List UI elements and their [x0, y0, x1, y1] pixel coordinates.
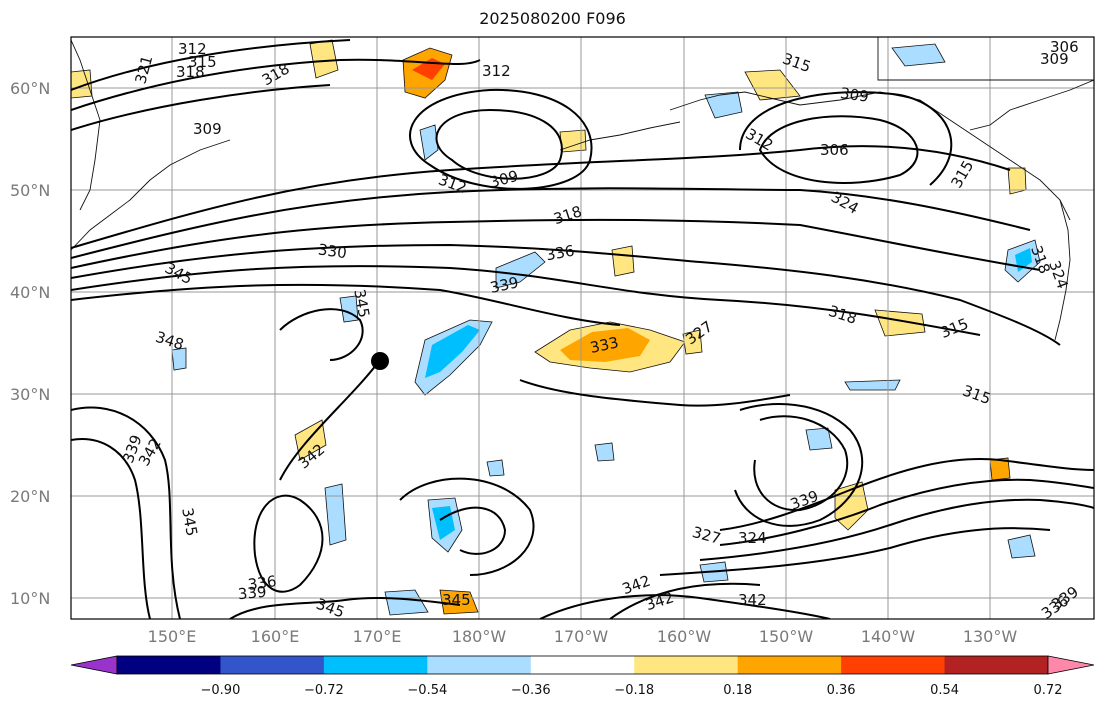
map-title: 2025080200 F096 [479, 9, 626, 28]
colorbar-tick-label: −0.90 [201, 683, 241, 698]
lon-label-160w: 160°W [657, 627, 712, 646]
contour-label: 339 [237, 583, 267, 603]
contour-label: 306 [1050, 38, 1079, 56]
colorbar-bin [841, 656, 946, 674]
lon-label-150e: 150°E [148, 627, 197, 646]
height-contours [71, 39, 1094, 619]
map-frame [70, 36, 1095, 620]
lat-label-60n: 60°N [10, 79, 50, 98]
shading-positive [71, 39, 1027, 615]
colorbar-tick-label: 0.72 [1034, 683, 1063, 698]
colorbar-bin [220, 656, 325, 674]
colorbar-tick-label: 0.36 [827, 683, 856, 698]
contour-label: 333 [588, 333, 620, 357]
contour-label: 315 [188, 53, 217, 71]
latitude-labels: 60°N 50°N 40°N 30°N 20°N 10°N [10, 79, 50, 608]
contour-label: 306 [820, 141, 849, 159]
colorbar: −0.90 −0.72 −0.54 −0.36 −0.18 0.18 0.36 0.54 0.7… [70, 655, 1095, 698]
colorbar-bin [323, 656, 428, 674]
contour-label: 345 [178, 506, 201, 537]
colorbar-bin [117, 656, 221, 674]
lon-label-170w: 170°W [554, 627, 609, 646]
lon-label-140w: 140°W [861, 627, 916, 646]
lat-label-50n: 50°N [10, 181, 50, 200]
colorbar-tick-label: 0.54 [930, 683, 959, 698]
contour-label: 339 [488, 273, 520, 297]
colorbar-tick-label: −0.72 [304, 683, 344, 698]
lon-label-130w: 130°W [963, 627, 1018, 646]
contour-label: 309 [839, 84, 870, 106]
lat-label-10n: 10°N [10, 589, 50, 608]
colorbar-extend-low [70, 655, 118, 675]
colorbar-tick-label: −0.18 [614, 683, 654, 698]
contour-label: 309 [1040, 50, 1069, 68]
colorbar-tick-label: −0.54 [407, 683, 447, 698]
contour-label: 345 [442, 591, 471, 609]
longitude-labels: 150°E 160°E 170°E 180°W 170°W 160°W 150°… [148, 627, 1018, 646]
colorbar-bin [530, 656, 635, 674]
contour-label: 324 [738, 529, 767, 547]
colorbar-tick-label: −0.36 [511, 683, 551, 698]
contour-label: 318 [176, 63, 205, 81]
contour-label: 342 [738, 591, 767, 609]
colorbar-bin [944, 656, 1049, 674]
contour-label: 345 [350, 288, 373, 319]
contour-label: 312 [178, 40, 207, 58]
contour-label: 336 [247, 572, 278, 594]
lon-label-180w: 180°W [452, 627, 507, 646]
colorbar-bin [427, 656, 532, 674]
colorbar-tick-label: 0.18 [723, 683, 752, 698]
shading-negative [171, 43, 1041, 616]
contour-label: 312 [482, 62, 511, 80]
lat-label-40n: 40°N [10, 283, 50, 302]
lat-label-30n: 30°N [10, 385, 50, 404]
contour-label: 336 [544, 242, 575, 265]
colorbar-bin [737, 656, 842, 674]
storm-center-marker [371, 352, 389, 370]
contour-label: 309 [193, 120, 222, 138]
contour-label: 330 [317, 240, 348, 262]
lon-label-170e: 170°E [353, 627, 402, 646]
colorbar-extend-high [1047, 655, 1095, 675]
lon-label-160e: 160°E [251, 627, 300, 646]
colorbar-bin [634, 656, 739, 674]
lat-label-20n: 20°N [10, 487, 50, 506]
lon-label-150w: 150°W [759, 627, 814, 646]
